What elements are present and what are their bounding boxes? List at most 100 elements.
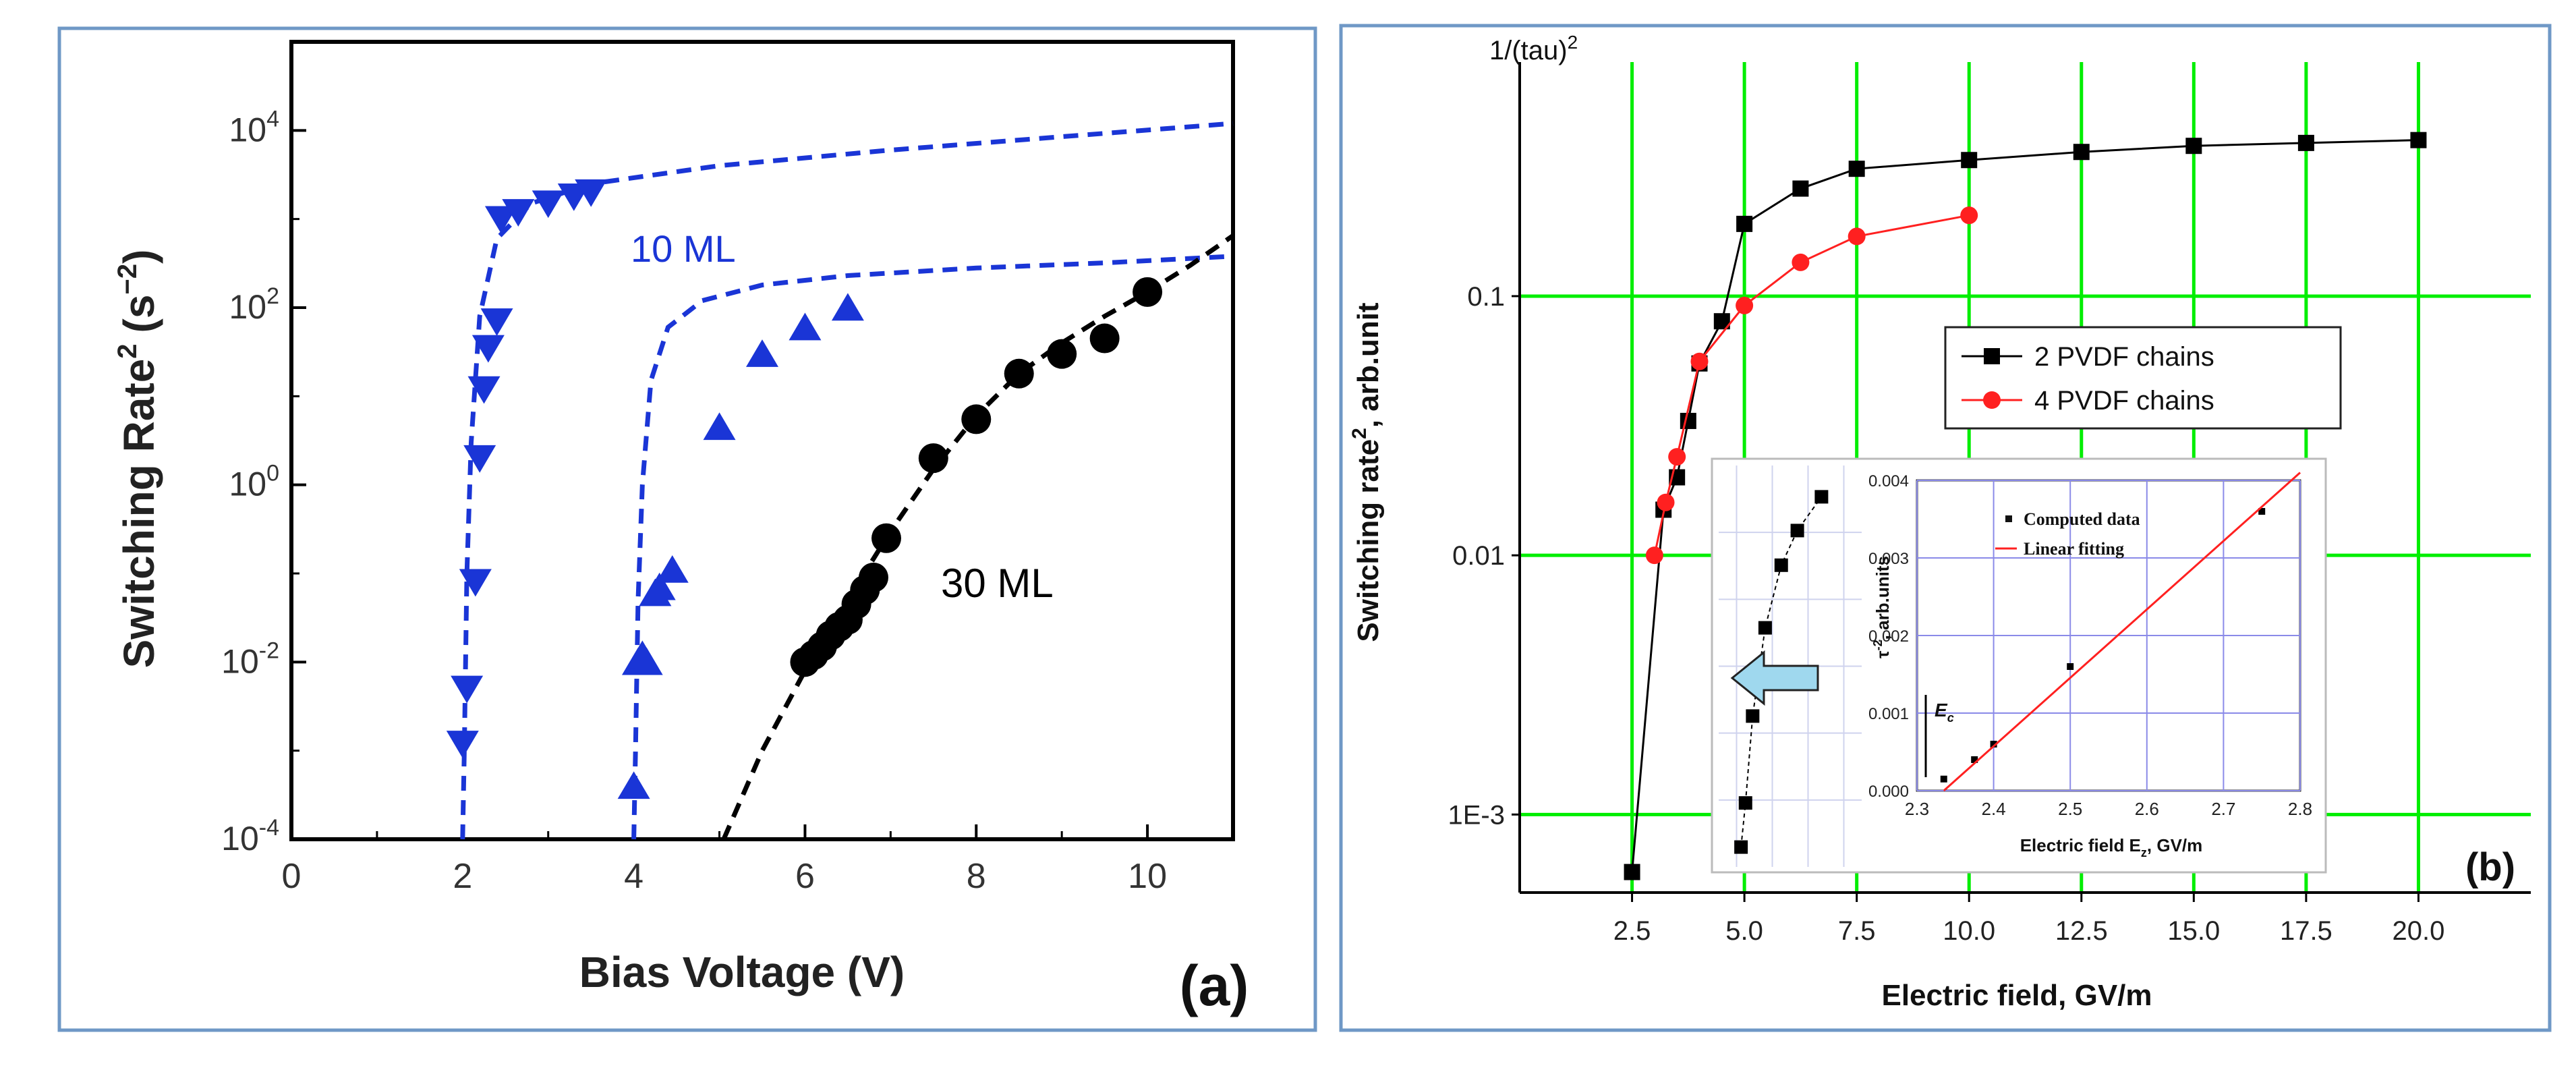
strip-data-point <box>1790 524 1804 538</box>
panel-b-xlabel: Electric field, GV/m <box>1881 979 2152 1012</box>
inset-x-tick-label: 2.5 <box>2058 799 2082 819</box>
data-point <box>617 771 650 799</box>
y-tick-label: 104 <box>229 106 279 148</box>
panel-b-legend: 2 PVDF chains 4 PVDF chains <box>1944 326 2342 430</box>
panel-a-frame <box>57 26 1317 1032</box>
strip-data-point <box>1746 709 1760 723</box>
strip-data-point <box>1758 621 1772 635</box>
legend-text-2-pvdf: 2 PVDF chains <box>2034 342 2214 372</box>
x-tick-label: 10.0 <box>1943 916 1995 946</box>
data-point <box>575 179 608 207</box>
data-point <box>1848 161 1865 177</box>
x-tick-label: 7.5 <box>1838 916 1876 946</box>
data-point <box>961 404 992 434</box>
label-30-ml: 30 ML <box>941 561 1054 606</box>
inset-y-tick-label: 0.003 <box>1868 550 1909 568</box>
data-point <box>502 199 535 227</box>
data-point <box>1680 412 1696 429</box>
strip-data-point <box>1738 796 1752 810</box>
inset-data-point <box>1990 741 1997 747</box>
data-point <box>471 335 505 363</box>
data-point <box>446 731 479 758</box>
inset-legend-marker-computed <box>2005 515 2012 522</box>
data-point <box>459 569 492 597</box>
strip-data-point <box>1774 558 1788 572</box>
y-tick-label: 10-2 <box>221 638 279 680</box>
data-point <box>484 206 517 234</box>
x-tick-label: 20.0 <box>2393 916 2445 946</box>
data-point <box>1792 180 1809 197</box>
x-tick-label: 15.0 <box>2167 916 2220 946</box>
x-tick-label: 2.5 <box>1613 916 1651 946</box>
data-point <box>1736 296 1754 314</box>
data-point <box>1668 448 1686 466</box>
panel-a-ylabel: Switching Rate2(s−2) <box>113 250 163 669</box>
inset-data-point <box>2258 508 2266 515</box>
inset-y-tick-label: 0.001 <box>1868 705 1909 723</box>
inset-grid <box>1916 480 2301 791</box>
inset-ticks: 2.3 2.4 2.5 2.6 2.7 2.8 0.000 0.001 0.002 0.003 0.… <box>1868 472 2312 819</box>
data-point <box>2073 144 2090 161</box>
inset-ylabel: τ-2, arb.units <box>1871 556 1893 658</box>
inset-x-tick-label: 2.7 <box>2211 799 2235 819</box>
panel-a: 0 2 4 6 8 10 10-4 10-2 100 102 104 Switching Rate2… <box>57 26 1317 1032</box>
inset-series <box>1940 472 2301 792</box>
x-tick-label: 12.5 <box>2055 916 2108 946</box>
panel-b-label: (b) <box>2465 845 2515 889</box>
inset-legend-text-computed: Computed data <box>2024 509 2140 529</box>
data-point <box>1047 339 1077 369</box>
inset-x-tick-label: 2.6 <box>2135 799 2159 819</box>
inset-data-point <box>1940 775 1947 783</box>
inset-legend: Computed data Linear fitting <box>1995 509 2140 559</box>
panel-a-xlabel: Bias Voltage (V) <box>579 948 905 996</box>
fit-curve <box>460 121 1234 840</box>
data-point <box>467 376 500 404</box>
inset-y-tick-label: 0.002 <box>1868 627 1909 646</box>
x-tick-label: 10 <box>1128 857 1167 896</box>
x-tick-label: 8 <box>967 857 986 896</box>
data-point <box>2185 138 2202 154</box>
strip-data-point <box>1814 490 1829 504</box>
data-point <box>2297 134 2314 151</box>
x-tick-label: 2 <box>453 857 472 896</box>
data-point <box>1004 358 1034 389</box>
legend-marker-4-pvdf <box>1983 391 2001 409</box>
data-point <box>789 312 822 341</box>
panel-a-label: (a) <box>1180 954 1249 1017</box>
data-point <box>532 190 565 219</box>
data-point <box>643 572 676 600</box>
inset-y-tick-label: 0.000 <box>1868 783 1909 801</box>
x-tick-label: 17.5 <box>2280 916 2332 946</box>
data-point <box>918 443 948 474</box>
legend-marker-2-pvdf <box>1984 348 2000 364</box>
x-tick-label: 4 <box>624 857 643 896</box>
x-tick-label: 6 <box>795 857 815 896</box>
data-point <box>1133 277 1163 307</box>
inset-y-tick-label: 0.004 <box>1868 472 1909 490</box>
data-point <box>1645 546 1663 565</box>
label-10-ml: 10 ML <box>631 227 736 270</box>
data-point <box>1736 215 1753 232</box>
legend-text-4-pvdf: 4 PVDF chains <box>2034 386 2214 416</box>
callout-arrow <box>1730 650 1819 706</box>
data-point <box>703 412 736 441</box>
data-point <box>1792 253 1810 271</box>
y-tick-label: 10-4 <box>221 815 279 857</box>
data-point <box>1960 206 1978 225</box>
inset-x-tick-label: 2.3 <box>1905 799 1929 819</box>
data-point <box>451 675 484 704</box>
panel-a-ticks: 0 2 4 6 8 10 10-4 10-2 100 102 104 <box>221 106 1234 896</box>
inset-ec-label: Ec <box>1935 700 1954 725</box>
data-point <box>656 555 689 583</box>
legend-box <box>1944 326 2342 430</box>
data-point <box>746 339 778 367</box>
data-point <box>2410 132 2427 148</box>
y-tick-label: 0.1 <box>1467 282 1505 312</box>
data-point <box>1089 323 1120 354</box>
inset-data-point <box>1971 756 1978 763</box>
data-point <box>630 647 663 675</box>
data-point <box>1848 227 1866 246</box>
strip-data-point <box>1734 840 1748 854</box>
data-point <box>858 563 888 593</box>
y-tick-label: 1E-3 <box>1448 800 1506 830</box>
